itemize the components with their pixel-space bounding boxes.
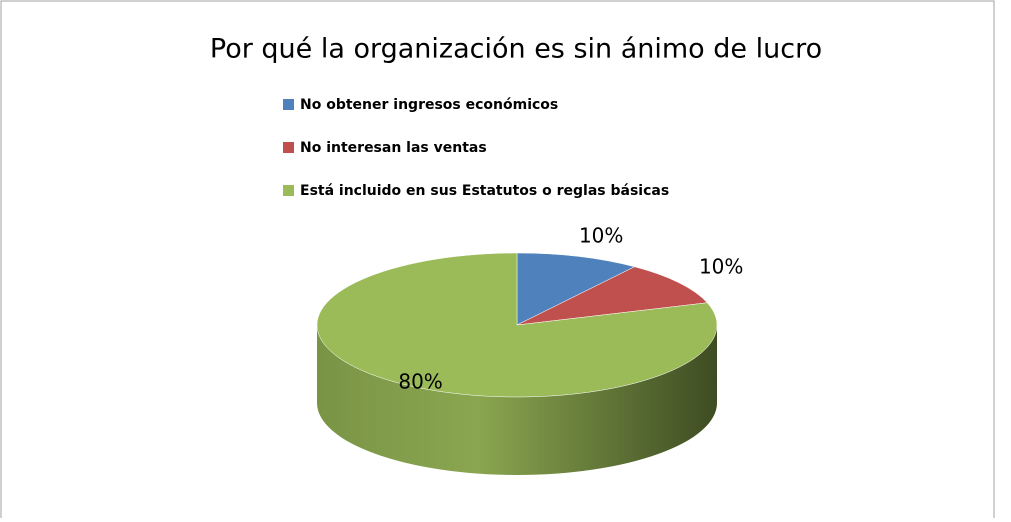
legend-label: No obtener ingresos económicos	[300, 97, 558, 113]
data-label: 10%	[699, 255, 743, 279]
slice	[516, 252, 636, 326]
legend-label: No interesan las ventas	[300, 140, 487, 156]
chart-title: Por qué la organización es sin ánimo de …	[210, 34, 822, 65]
legend-swatch	[283, 185, 294, 196]
data-label: 80%	[398, 369, 442, 393]
legend-swatch	[283, 99, 294, 110]
slice	[316, 252, 718, 398]
legend-label: Está incluido en sus Estatutos o reglas …	[300, 183, 669, 199]
data-label: 10%	[579, 223, 623, 247]
slice-side	[317, 325, 717, 475]
legend-swatch	[283, 142, 294, 153]
slice	[516, 266, 708, 326]
